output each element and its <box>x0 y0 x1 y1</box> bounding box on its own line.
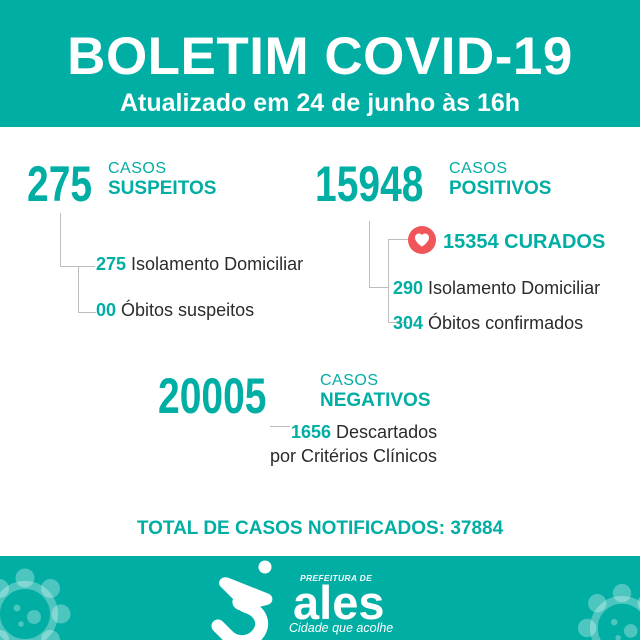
svg-text:Cidade que acolhe: Cidade que acolhe <box>289 621 393 635</box>
